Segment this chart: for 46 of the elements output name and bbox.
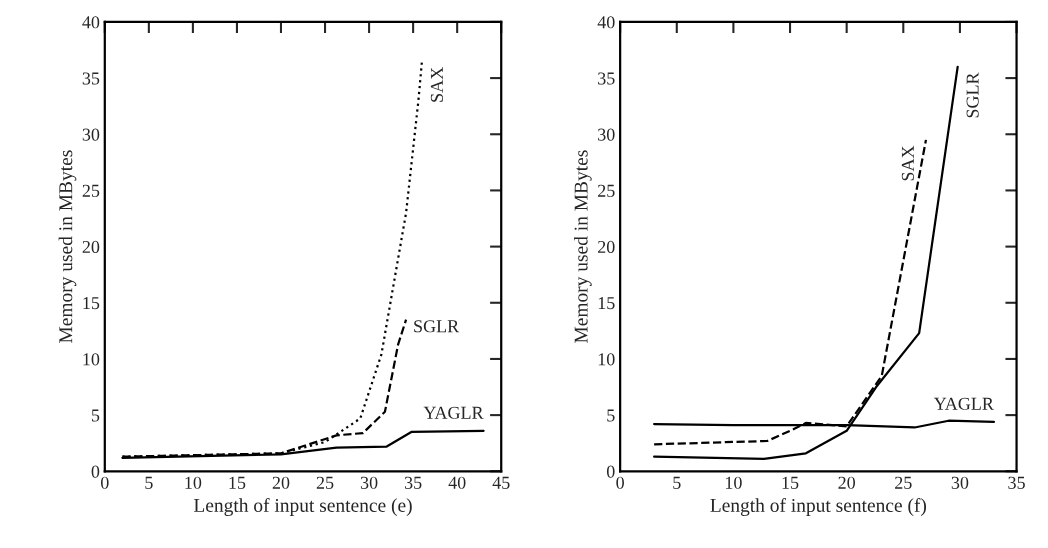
y-tick-label: 15 [598,297,615,310]
y-tick-label: 5 [607,409,615,422]
series-label: SGLR [414,320,460,333]
y-tick-label: 30 [82,128,100,141]
y-axis-title: Memory used in MBytes [573,150,592,343]
x-tick-label: 20 [838,476,856,489]
x-tick-label: 35 [404,476,422,489]
y-tick-label: 10 [598,353,615,366]
y-tick-label: 25 [82,184,100,197]
text: SGLR [966,72,979,118]
x-axis-title: Length of input sentence (f) [710,498,927,516]
x-tick-label: 0 [616,476,624,489]
y-tick-label: 40 [597,16,615,29]
x-tick-label: 30 [951,476,969,489]
x-tick-label: 15 [229,476,246,489]
y-tick-label: 15 [83,297,100,310]
x-tick-label: 35 [1008,476,1025,489]
y-tick-label: 30 [598,128,615,141]
x-tick-label: 25 [316,476,334,489]
x-tick-label: 15 [782,476,799,489]
y-tick-label: 0 [606,465,615,478]
x-axis-title: Length of input sentence (e) [193,498,412,516]
x-tick-label: 10 [725,476,742,489]
x-tick-label: 5 [673,476,681,489]
x-tick-label: 25 [895,476,912,489]
x-tick-label: 45 [492,476,510,489]
x-tick-label: 30 [360,476,378,489]
y-tick-label: 35 [598,72,615,85]
x-tick-label: 20 [272,476,290,489]
y-tick-label: 20 [598,240,615,254]
series-label: YAGLR [423,406,484,419]
x-tick-label: 0 [100,476,109,489]
text: SAX [430,67,443,102]
y-tick-label: 25 [598,184,615,197]
y-tick-label: 20 [82,240,100,254]
x-tick-label: 10 [185,476,202,489]
y-tick-label: 5 [91,409,100,422]
series-label: YAGLR [933,397,994,410]
y-axis-title: Memory used in MBytes [58,150,77,343]
y-tick-label: 35 [82,72,100,85]
y-tick-label: 40 [82,16,100,29]
y-tick-label: 10 [83,353,100,366]
x-tick-label: 40 [448,476,466,489]
x-tick-label: 5 [145,476,153,489]
text: SAX [901,145,914,181]
y-tick-label: 0 [91,465,100,478]
